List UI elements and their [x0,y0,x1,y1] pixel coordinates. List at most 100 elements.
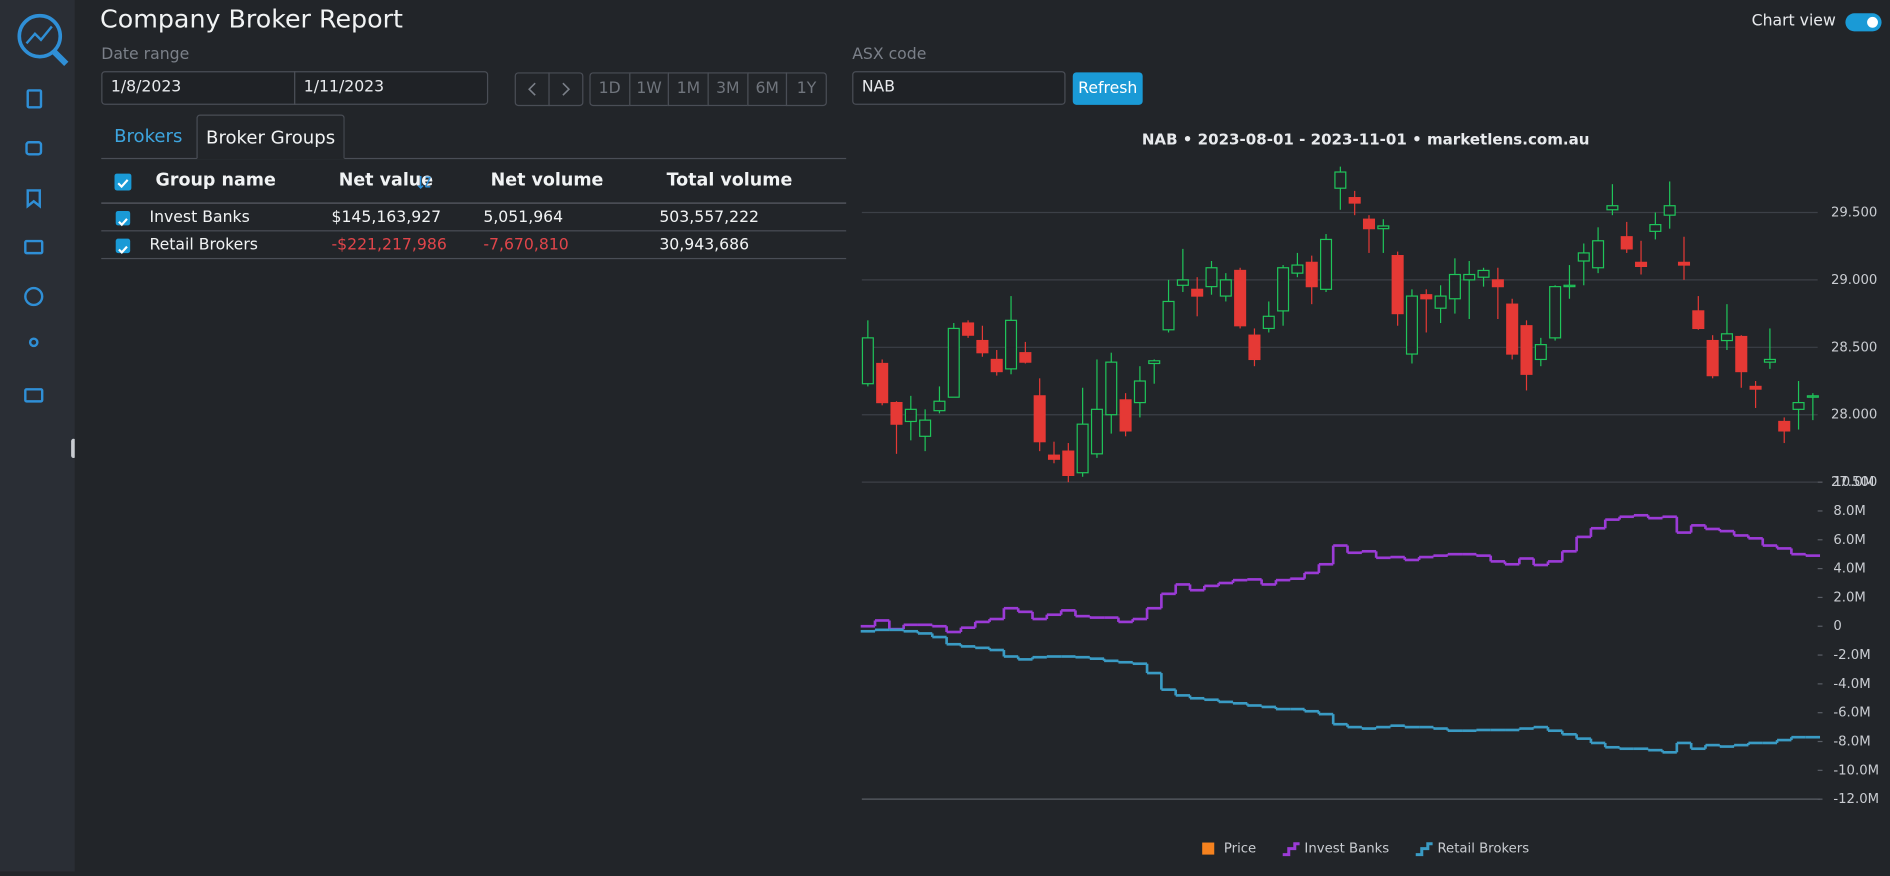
period-button[interactable]: 1Y [786,72,827,107]
legend-label: Retail Brokers [1437,842,1529,857]
asx-code-input[interactable]: NAB [852,71,1066,105]
y-tick-label: 28.500 [1831,340,1877,355]
candle-body [1219,279,1232,297]
checkbox[interactable] [115,238,131,254]
period-button[interactable]: 3M [707,72,749,107]
candle-body [1362,218,1376,230]
end-date[interactable]: 1/11/2023 [294,71,489,105]
chart-view-toggle[interactable] [1845,13,1882,32]
nav-help[interactable] [24,286,44,307]
table-rule [101,202,847,204]
y-tick-label: 8.0M [1833,504,1866,519]
checkbox[interactable] [115,210,131,227]
tab[interactable]: Brokers [114,125,183,148]
candle-body [1806,395,1819,398]
tab[interactable]: Broker Groups [196,114,345,160]
candle-body [861,337,874,385]
candle-body [1491,279,1504,288]
candle-body [1405,295,1418,355]
candle-body [919,419,932,437]
y-tick-label: -2.0M [1833,648,1870,663]
candle-body [1191,288,1204,297]
y-tick-label: -6.0M [1833,706,1870,721]
period-button[interactable]: 1M [668,72,709,107]
prev-button[interactable] [514,72,550,107]
candle-body [1277,267,1290,312]
candle-body [1635,261,1648,268]
table-cell: 30,943,686 [659,236,750,255]
nav-report[interactable] [26,89,43,109]
prev-icon [528,82,536,96]
candle-body [976,339,989,354]
candle-body [1649,224,1662,232]
legend: Price Invest Banks Retail Brokers [1202,842,1529,857]
candle-body [1377,225,1390,230]
sort-arrows [417,175,431,190]
candle-body [1262,315,1275,330]
page-title: Company Broker Report [100,4,403,34]
candle-body [1148,360,1161,365]
candle-body [1234,269,1247,327]
candle-body [1205,267,1218,288]
y-tick-label: 29.500 [1831,205,1877,220]
candle-body [1047,454,1061,460]
y-tick-label: 10.0M [1833,475,1874,490]
logo-handle [52,49,69,67]
logo [17,13,63,59]
column-header[interactable]: Total volume [666,171,793,191]
candle-body [1534,344,1547,361]
candle-body [1320,238,1333,290]
sort-icon [417,172,431,190]
period-button[interactable]: 1W [628,72,670,107]
nav-watch[interactable] [25,141,43,156]
toggle-knob [1867,16,1878,28]
nav-bookmark[interactable] [26,189,41,209]
candle-body [1549,286,1562,339]
column-header[interactable]: Net value [338,171,434,191]
candle-body [1033,395,1046,443]
candle-body [1305,261,1318,288]
table-cell: -7,670,810 [483,236,569,255]
nav-mail[interactable] [24,388,44,403]
candle-body [1463,273,1476,281]
candle-body [1778,420,1791,432]
column-header[interactable]: Group name [155,171,276,191]
candle-body [1133,380,1146,404]
candle-body [1792,401,1805,410]
next-button[interactable] [548,72,584,107]
refresh-button[interactable]: Refresh [1072,72,1143,105]
candle-body [1506,303,1519,355]
candle-body [1477,269,1490,278]
candle-body [1706,339,1719,377]
candle-body [1692,310,1705,330]
candle-body [1248,334,1261,361]
candle-body [1334,171,1347,189]
candle-body [1577,252,1590,262]
start-date[interactable]: 1/8/2023 [101,71,296,105]
candle-body [1062,450,1075,477]
y-tick-label: -8.0M [1833,735,1870,750]
nav-account[interactable] [28,337,39,348]
checkbox[interactable] [114,173,132,191]
candle-body [1005,319,1018,370]
period-button[interactable]: 6M [746,72,788,107]
candle-body [1105,361,1118,416]
legend-label: Invest Banks [1304,842,1389,857]
candle-body [1663,205,1676,216]
candle-body [1520,325,1533,375]
candle-body [1391,255,1404,315]
date-range-label: Date range [101,45,190,64]
y-tick-label: 0 [1833,619,1841,634]
nav-portfolio[interactable] [24,239,44,255]
column-header[interactable]: Net volume [490,171,604,191]
y-tick-label: 27.500 [1831,475,1877,490]
y-tick-label: 4.0M [1833,562,1866,577]
candle-body [1448,273,1461,300]
y-tick-label: 6.0M [1833,533,1866,548]
chart-view-label: Chart view [1751,12,1836,31]
table-cell: 503,557,222 [659,208,760,227]
table-cell: $145,163,927 [331,208,442,227]
resize-handle[interactable] [71,438,76,459]
period-button[interactable]: 1D [589,72,630,107]
